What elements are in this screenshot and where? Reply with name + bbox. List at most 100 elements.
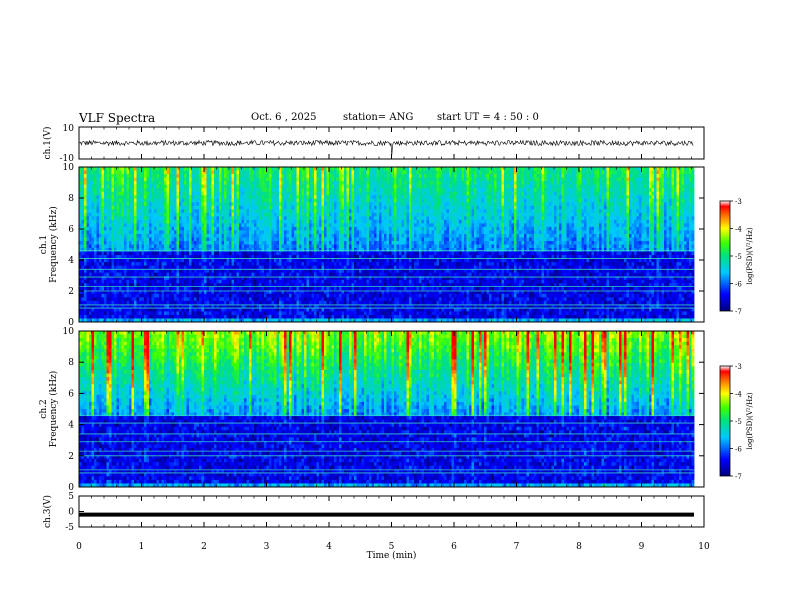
spectrogram-cell xyxy=(162,301,165,305)
spectrogram-cell xyxy=(209,202,212,206)
spectrogram-cell xyxy=(92,280,95,284)
spectrogram-cell xyxy=(237,178,240,182)
spectrogram-cell xyxy=(162,234,165,238)
spectrogram-cell xyxy=(302,227,305,231)
spectrogram-cell xyxy=(244,227,247,231)
spectrogram-cell xyxy=(234,287,237,291)
spectrogram-cell xyxy=(284,311,287,315)
spectrogram-cell xyxy=(122,252,125,256)
spectrogram-cell xyxy=(239,220,242,224)
spectrogram-cell xyxy=(92,301,95,305)
spectrogram-cell xyxy=(177,259,180,263)
spectrogram-cell xyxy=(119,273,122,277)
spectrogram-cell xyxy=(329,252,332,256)
spectrogram-cell xyxy=(92,248,95,252)
spectrogram-cell xyxy=(97,171,100,175)
spectrogram-cell xyxy=(177,252,180,256)
spectrogram-cell xyxy=(159,315,162,319)
spectrogram-cell xyxy=(252,230,255,234)
spectrogram-cell xyxy=(139,252,142,256)
spectrogram-cell xyxy=(172,192,175,196)
spectrogram-cell xyxy=(244,181,247,185)
spectrogram-cell xyxy=(82,315,85,319)
spectrogram-cell xyxy=(317,223,320,227)
spectrogram-cell xyxy=(329,220,332,224)
spectrogram-cell xyxy=(102,262,105,266)
spectrogram-cell xyxy=(262,297,265,301)
spectrogram-cell xyxy=(127,202,130,206)
spectrogram-cell xyxy=(217,199,220,203)
spectrogram-cell xyxy=(332,223,335,227)
spectrogram-cell xyxy=(247,216,250,220)
spectrogram-cell xyxy=(162,294,165,298)
spectrogram-cell xyxy=(109,230,112,234)
spectrogram-cell xyxy=(129,252,132,256)
spectrogram-cell xyxy=(194,280,197,284)
spectrogram-cell xyxy=(227,174,230,178)
spectrogram-cell xyxy=(284,248,287,252)
spectrogram-cell xyxy=(279,230,282,234)
spectrogram-cell xyxy=(232,181,235,185)
spectrogram-cell xyxy=(229,301,232,305)
spectrogram-cell xyxy=(139,245,142,249)
spectrogram-cell xyxy=(219,213,222,217)
spectrogram-cell xyxy=(119,185,122,189)
spectrogram-cell xyxy=(159,259,162,263)
spectrogram-cell xyxy=(124,181,127,185)
spectrogram-cell xyxy=(142,262,145,266)
spectrogram-cell xyxy=(214,192,217,196)
spectrogram-cell xyxy=(214,178,217,182)
spectrogram-cell xyxy=(214,171,217,175)
spectrogram-cell xyxy=(334,167,337,171)
spectrogram-cell xyxy=(312,273,315,277)
spectrogram-cell xyxy=(222,213,225,217)
spectrogram-cell xyxy=(297,269,300,273)
spectrogram-cell xyxy=(227,301,230,305)
spectrogram-cell xyxy=(127,297,130,301)
spectrogram-cell xyxy=(279,287,282,291)
spectrogram-cell xyxy=(332,297,335,301)
spectrogram-cell xyxy=(302,245,305,249)
spectrogram-cell xyxy=(324,202,327,206)
spectrogram-cell xyxy=(122,245,125,249)
spectrogram-cell xyxy=(349,181,352,185)
spectrogram-cell xyxy=(274,167,277,171)
spectrogram-cell xyxy=(337,185,340,189)
spectrogram-cell xyxy=(239,216,242,220)
spectrogram-cell xyxy=(162,259,165,263)
spectrogram-cell xyxy=(192,311,195,315)
spectrogram-cell xyxy=(82,185,85,189)
spectrogram-cell xyxy=(252,311,255,315)
spectrogram-cell xyxy=(134,273,137,277)
spectrogram-cell xyxy=(297,308,300,312)
spectrogram-cell xyxy=(344,230,347,234)
spectrogram-cell xyxy=(94,294,97,298)
spectrogram-cell xyxy=(132,252,135,256)
spectrogram-cell xyxy=(334,248,337,252)
spectrogram-cell xyxy=(257,202,260,206)
spectrogram-cell xyxy=(219,178,222,182)
spectrogram-cell xyxy=(297,181,300,185)
spectrogram-cell xyxy=(172,287,175,291)
spectrogram-cell xyxy=(322,181,325,185)
spectrogram-cell xyxy=(227,273,230,277)
spectrogram-cell xyxy=(219,171,222,175)
spectrogram-cell xyxy=(212,216,215,220)
spectrogram-cell xyxy=(217,297,220,301)
spectrogram-cell xyxy=(284,199,287,203)
spectrogram-cell xyxy=(337,248,340,252)
spectrogram-cell xyxy=(182,315,185,319)
spectrogram-cell xyxy=(309,287,312,291)
spectrogram-cell xyxy=(319,308,322,312)
spectrogram-cell xyxy=(154,195,157,199)
spectrogram-cell xyxy=(272,262,275,266)
spectrogram-cell xyxy=(127,178,130,182)
spectrogram-cell xyxy=(142,280,145,284)
spectrogram-cell xyxy=(329,262,332,266)
spectrogram-cell xyxy=(304,245,307,249)
spectrogram-cell xyxy=(102,245,105,249)
spectrogram-cell xyxy=(299,171,302,175)
spectrogram-cell xyxy=(167,206,170,210)
spectrogram-cell xyxy=(294,181,297,185)
spectrogram-cell xyxy=(262,178,265,182)
